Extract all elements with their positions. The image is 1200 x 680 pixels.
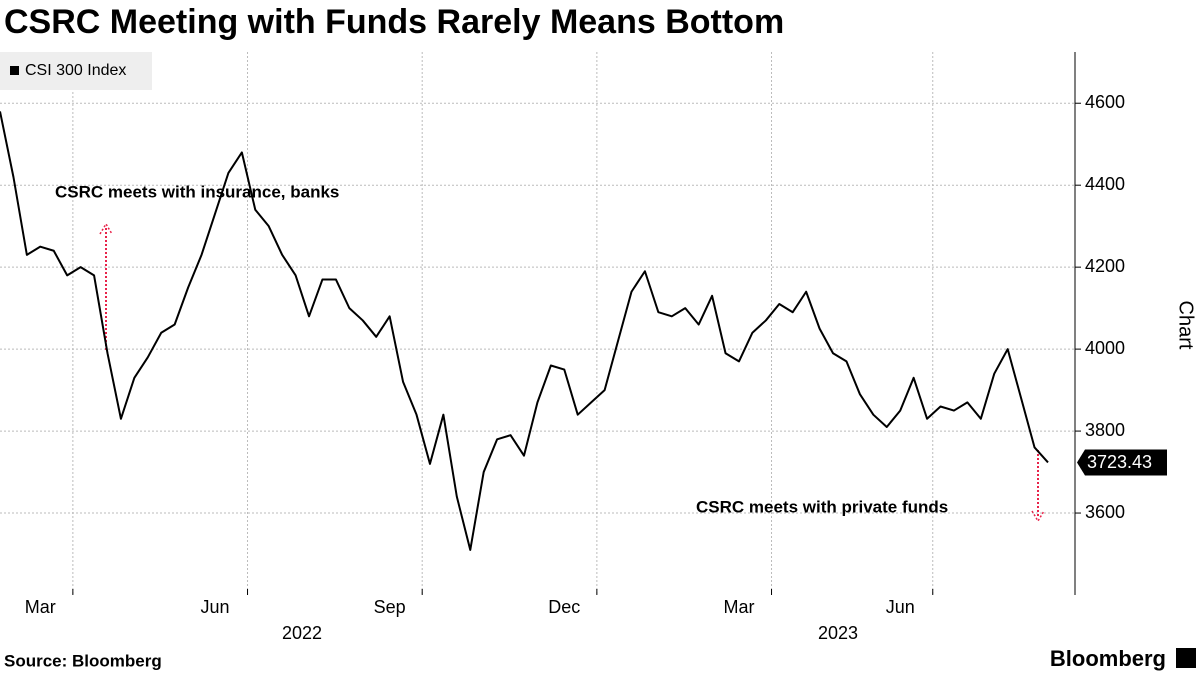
x-tick-label: Mar xyxy=(25,597,56,617)
y-tick-label: 4400 xyxy=(1085,174,1125,194)
x-tick-label: Jun xyxy=(200,597,229,617)
y-tick-label: 4600 xyxy=(1085,92,1125,112)
y-tick-label: 4000 xyxy=(1085,338,1125,358)
y-tick-label: 4200 xyxy=(1085,256,1125,276)
year-label: 2022 xyxy=(282,623,322,643)
last-value-box xyxy=(1077,449,1167,476)
last-value-label: 3723.43 xyxy=(1087,452,1152,472)
annotation: CSRC meets with insurance, banks xyxy=(55,182,339,201)
legend-swatch xyxy=(10,66,19,75)
x-tick-label: Jun xyxy=(886,597,915,617)
logo-icon xyxy=(1176,648,1196,668)
legend-label: CSI 300 Index xyxy=(25,62,126,79)
y-tick-label: 3800 xyxy=(1085,420,1125,440)
annotation: CSRC meets with private funds xyxy=(696,497,948,516)
legend-box xyxy=(0,52,152,90)
x-tick-label: Mar xyxy=(723,597,754,617)
x-tick-label: Dec xyxy=(548,597,580,617)
y-axis-label: Chart xyxy=(1175,301,1197,350)
x-tick-label: Sep xyxy=(374,597,406,617)
line-series xyxy=(0,111,1049,551)
source: Source: Bloomberg xyxy=(4,651,162,670)
chart-title: CSRC Meeting with Funds Rarely Means Bot… xyxy=(4,3,784,41)
y-tick-label: 3600 xyxy=(1085,502,1125,522)
logo: Bloomberg xyxy=(1050,646,1166,671)
year-label: 2023 xyxy=(818,623,858,643)
